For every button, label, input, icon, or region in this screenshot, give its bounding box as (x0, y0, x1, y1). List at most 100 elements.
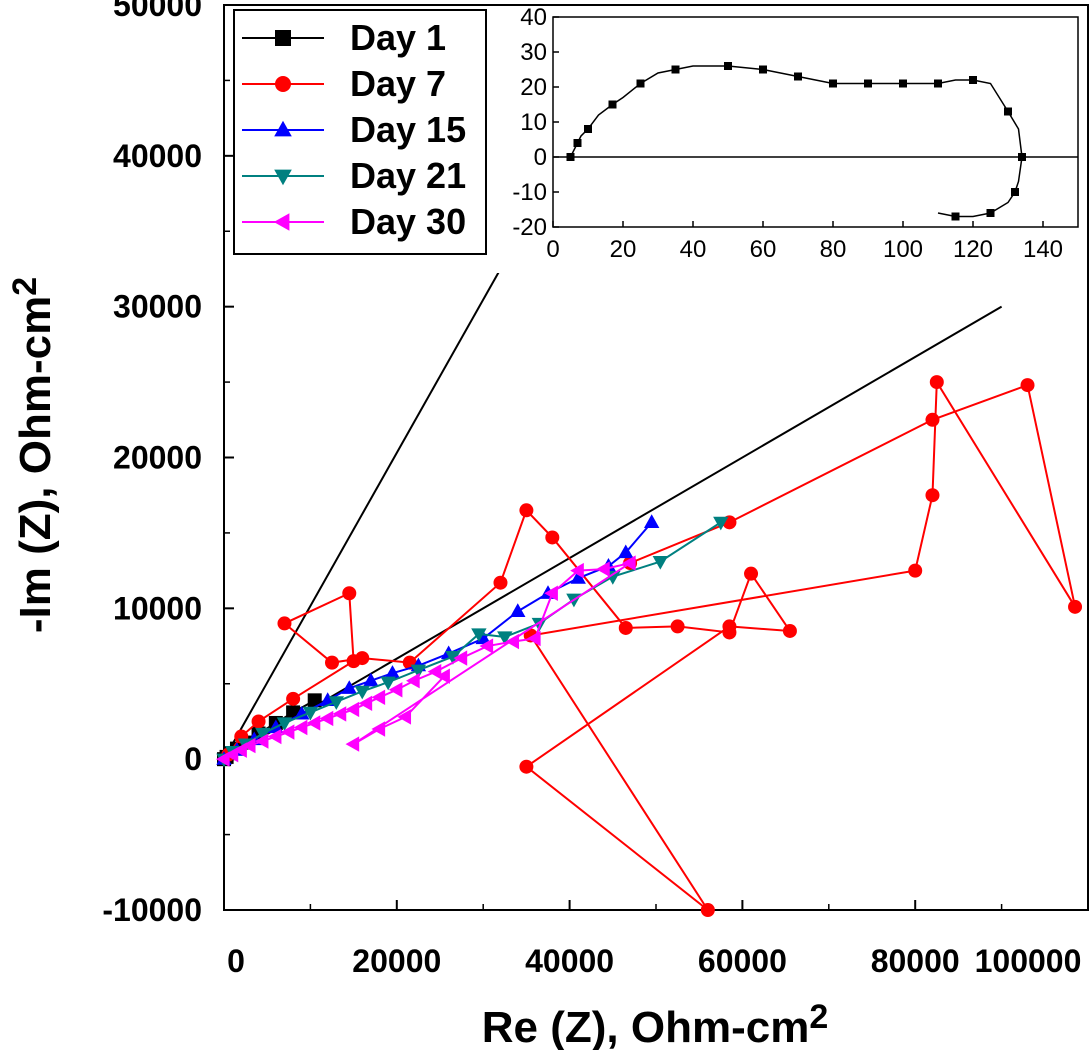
inset-x-tick-label: 20 (610, 236, 637, 263)
inset-y-tick-label: 20 (520, 74, 547, 101)
data-point-day-30 (345, 736, 360, 752)
inset-x-tick-label: 120 (953, 236, 993, 263)
data-point-day-7 (908, 563, 923, 578)
data-point-day-15 (294, 705, 310, 720)
inset-data-point (608, 100, 617, 109)
data-point-day-30 (622, 555, 636, 571)
data-point-day-15 (319, 692, 336, 706)
inset-y-tick-label: -20 (512, 214, 547, 241)
data-point-day-7 (929, 375, 944, 390)
data-point-day-7 (670, 619, 685, 634)
inset-data-point (1018, 153, 1026, 161)
x-tick-label: 0 (227, 943, 245, 979)
x-axis-title-superscript: 2 (809, 998, 828, 1036)
data-point-day-15 (570, 570, 586, 584)
inset-data-point (864, 79, 872, 88)
inset-data-point (829, 79, 837, 88)
data-point-day-30 (267, 728, 282, 745)
inset-background (492, 7, 1086, 273)
data-point-day-7 (618, 620, 633, 635)
data-point-day-30 (406, 673, 420, 689)
data-point-day-30 (371, 721, 386, 737)
legend-marker-day-30 (273, 213, 290, 231)
data-point-day-30 (526, 630, 541, 647)
y-axis-title-text: -Im (Z), Ohm-cm (11, 296, 60, 633)
data-point-day-7 (355, 651, 370, 666)
data-point-day-21 (471, 628, 487, 643)
data-point-day-7 (519, 759, 534, 774)
y-tick-label: 0 (184, 741, 202, 777)
data-point-day-7 (1020, 378, 1035, 393)
data-point-day-21 (445, 651, 461, 665)
series-day-30 (215, 555, 636, 767)
data-point-day-30 (241, 737, 256, 754)
legend: Day 1 Day 7 Day 15 Day 21 Day 30 (233, 9, 487, 255)
inset-y-tick-label: 40 (520, 4, 547, 31)
data-point-day-30 (453, 650, 468, 666)
inset-data-point (969, 76, 977, 84)
data-point-day-21 (652, 555, 669, 570)
data-point-day-15 (643, 514, 660, 528)
data-point-day-30 (280, 724, 295, 740)
data-point-day-30 (570, 562, 584, 579)
inset-data-point (951, 212, 960, 221)
y-tick-label: 40000 (113, 138, 202, 174)
data-point-day-21 (302, 706, 319, 721)
data-point-day-30 (319, 710, 334, 727)
inset-x-tick-label: 80 (820, 236, 847, 263)
data-point-day-30 (544, 585, 558, 601)
data-point-day-21 (380, 676, 396, 691)
legend-marker-day-1 (275, 30, 291, 46)
inset-y-tick-label: 10 (520, 109, 547, 136)
data-point-day-30 (479, 638, 494, 654)
legend-label-day-30: Day 30 (350, 201, 466, 242)
axis-titles: Re (Z), Ohm-cm2 -Im (Z), Ohm-cm2 (6, 277, 828, 1052)
data-point-day-21 (255, 727, 271, 742)
legend-label-day-21: Day 21 (350, 155, 466, 196)
data-point-day-15 (618, 544, 634, 559)
data-point-day-7 (782, 623, 797, 638)
inset-data-point (934, 79, 942, 88)
inset-y-tick-label: -10 (512, 179, 547, 206)
legend-label-day-15: Day 15 (350, 109, 466, 150)
data-point-day-7 (342, 586, 357, 601)
inset-series (566, 62, 1026, 221)
y-tick-label: 30000 (113, 289, 202, 325)
data-point-day-15 (341, 680, 357, 694)
shallow-reference-line (223, 305, 1003, 761)
data-point-day-7 (251, 714, 266, 729)
data-point-day-30 (332, 706, 347, 722)
series-day-7 (221, 375, 1083, 917)
y-axis-title-superscript: 2 (6, 277, 44, 296)
data-point-day-7 (545, 530, 560, 545)
y-tick-label: 20000 (113, 440, 202, 476)
inset-y-tick-label: 30 (520, 39, 547, 66)
data-point-day-21 (328, 696, 345, 710)
data-point-day-21 (354, 685, 370, 700)
data-point-day-7 (925, 488, 940, 503)
data-point-day-7 (1068, 599, 1083, 614)
y-axis-title: -Im (Z), Ohm-cm2 (6, 277, 60, 633)
inset-x-tick-label: 0 (546, 236, 559, 263)
data-point-day-15 (363, 672, 379, 687)
legend-box (233, 9, 487, 255)
y-tick-label: 50000 (113, 0, 202, 23)
inset-data-point (584, 125, 592, 133)
y-tick-label: 10000 (113, 590, 202, 626)
legend-marker-day-15 (274, 120, 292, 137)
data-point-day-15 (510, 603, 526, 617)
data-point-day-7 (325, 655, 339, 670)
inset-x-tick-label: 100 (883, 236, 923, 263)
series-line-day-7 (227, 378, 1077, 911)
legend-label-day-1: Day 1 (350, 17, 446, 58)
inset-plot: -20 -10 0 10 20 30 40 0 20 40 60 80 100 120 140 (492, 4, 1086, 273)
inset-y-tick-label: 0 (534, 144, 547, 171)
inset-data-point (636, 79, 645, 88)
y-tick-label: -10000 (102, 892, 202, 928)
data-point-day-30 (505, 633, 520, 650)
data-point-day-7 (722, 619, 737, 634)
x-tick-label: 60000 (698, 943, 787, 979)
inset-data-point (1004, 107, 1012, 116)
inset-data-point (759, 65, 767, 74)
x-tick-label: 40000 (525, 943, 614, 979)
